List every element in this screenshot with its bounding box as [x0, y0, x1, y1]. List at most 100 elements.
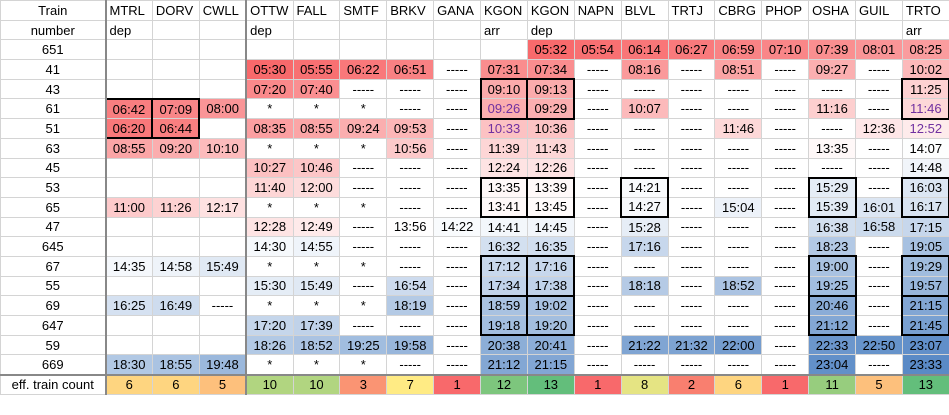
time-cell: 15:49 — [198, 255, 248, 277]
time-cell — [198, 334, 248, 356]
time-cell: 16:25 — [105, 295, 153, 316]
time-cell: 09:13 — [526, 78, 576, 100]
time-cell: 18:55 — [151, 354, 200, 376]
station-header: MTRL — [105, 0, 153, 21]
time-cell: 11:46 — [714, 118, 763, 139]
time-cell: 14:45 — [526, 216, 575, 238]
time-cell: 15:29 — [807, 176, 857, 198]
time-cell: 07:20 — [245, 78, 294, 100]
time-cell: ----- — [433, 177, 481, 198]
time-cell: 19:58 — [386, 334, 435, 356]
time-cell: 23:04 — [808, 354, 856, 376]
time-cell — [151, 334, 200, 356]
time-cell: ----- — [573, 275, 622, 297]
time-cell: 10:36 — [526, 118, 575, 139]
time-cell: 06:51 — [386, 59, 435, 80]
station-header: PHOP — [761, 0, 810, 21]
station-header: GANA — [433, 0, 481, 21]
station-header: dep — [105, 19, 153, 41]
train-count: 13 — [526, 373, 575, 395]
time-cell: ----- — [433, 275, 481, 297]
train-number: 647 — [0, 315, 107, 336]
time-cell — [105, 216, 153, 238]
time-cell: ----- — [855, 354, 903, 376]
time-cell: 05:55 — [292, 59, 341, 80]
train-count: 8 — [620, 373, 669, 395]
time-cell: 15:04 — [714, 196, 763, 218]
time-cell: 18:52 — [292, 334, 341, 356]
station-header: KGON — [480, 0, 528, 21]
time-cell: ----- — [714, 354, 763, 376]
time-cell: ----- — [573, 255, 622, 277]
time-cell: ----- — [386, 315, 435, 336]
time-cell: ----- — [573, 118, 622, 139]
time-cell: ----- — [761, 255, 810, 277]
time-cell: ----- — [433, 118, 481, 139]
time-cell — [151, 216, 200, 238]
train-count: 6 — [105, 373, 153, 395]
time-cell: ----- — [620, 78, 669, 100]
time-cell: 11:46 — [901, 98, 949, 120]
station-header — [808, 19, 856, 41]
time-cell — [198, 78, 248, 100]
time-cell: * — [292, 196, 341, 218]
time-cell: ----- — [386, 157, 435, 179]
time-cell: 21:12 — [807, 315, 857, 337]
time-cell: 21:45 — [901, 315, 949, 337]
time-cell: 12:49 — [292, 216, 341, 238]
time-cell — [198, 118, 248, 139]
time-cell: * — [292, 295, 341, 316]
time-cell: ----- — [339, 315, 388, 336]
time-cell: 17:16 — [526, 255, 576, 277]
train-count: 1 — [573, 373, 622, 395]
station-header: FALL — [292, 0, 341, 21]
time-cell: ----- — [667, 177, 716, 198]
time-cell: 07:31 — [480, 59, 528, 80]
time-cell: 21:22 — [620, 334, 669, 356]
time-cell: 13:39 — [526, 176, 576, 198]
time-cell: ----- — [339, 236, 388, 257]
station-header — [714, 19, 763, 41]
time-cell: 06:20 — [104, 118, 154, 140]
time-cell: 11:40 — [245, 177, 294, 198]
time-cell: 15:28 — [620, 216, 669, 238]
time-cell: 18:52 — [714, 275, 763, 297]
time-cell — [105, 236, 153, 257]
train-row: 63 08:55 09:20 10:10 * * * 10:56 ----- 11:39 11:43… — [0, 137, 949, 159]
train-row: 65 11:00 11:26 12:17 * * * ----- ----- 13:41 13:45… — [0, 196, 949, 219]
time-cell — [480, 39, 528, 61]
station-header — [761, 19, 810, 41]
time-cell — [105, 275, 153, 297]
time-cell: ----- — [433, 315, 481, 336]
station-header — [620, 19, 669, 41]
time-cell: ----- — [667, 275, 716, 297]
timetable-body: Train MTRL DORV CWLL OTTW FALL SMTF BRKV GANA KGO… — [0, 0, 949, 395]
time-cell — [292, 39, 341, 61]
time-cell — [105, 59, 153, 80]
train-number: 67 — [0, 255, 107, 277]
time-cell: 08:01 — [855, 39, 903, 61]
time-cell: 23:07 — [901, 334, 949, 356]
time-cell: 08:00 — [198, 98, 248, 120]
station-header: OTTW — [245, 0, 294, 21]
time-cell: ----- — [667, 255, 716, 277]
time-cell: 11:25 — [901, 78, 949, 100]
time-cell: 14:48 — [901, 157, 949, 179]
train-number: 55 — [0, 275, 107, 297]
time-cell: ----- — [667, 354, 716, 376]
time-cell: ----- — [855, 295, 903, 316]
time-cell: 12:52 — [901, 118, 949, 139]
time-cell: ----- — [573, 98, 622, 120]
time-cell: ----- — [573, 216, 622, 238]
time-cell: ----- — [808, 118, 856, 139]
time-cell: 16:49 — [151, 295, 200, 316]
time-cell: ----- — [339, 177, 388, 198]
time-cell — [198, 59, 248, 80]
station-header — [292, 19, 341, 41]
time-cell: 21:32 — [667, 334, 716, 356]
time-cell: 09:53 — [386, 118, 435, 139]
time-cell: * — [339, 354, 388, 376]
station-header: dep — [526, 19, 575, 41]
time-cell: ----- — [386, 196, 435, 218]
